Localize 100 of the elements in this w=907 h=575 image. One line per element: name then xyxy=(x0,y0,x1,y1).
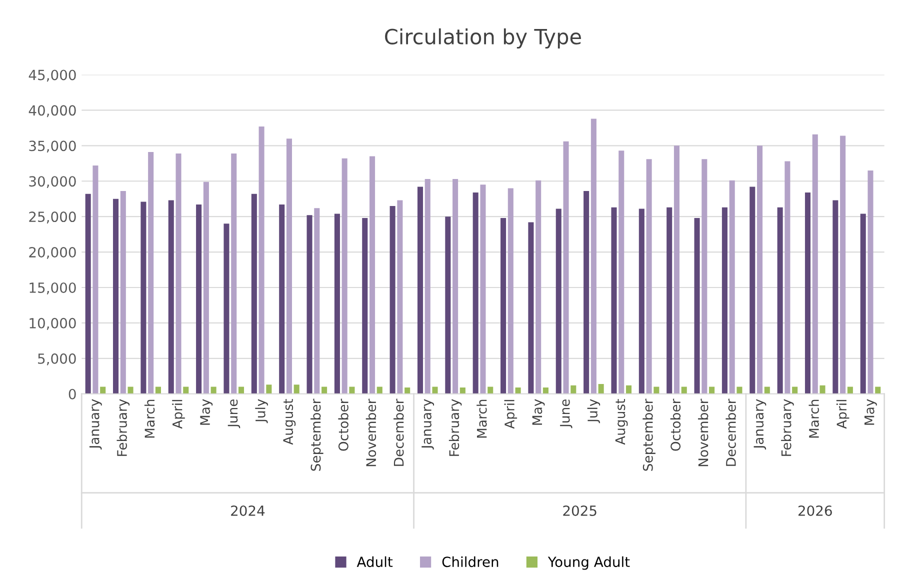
bar xyxy=(542,387,548,394)
x-tick-label: November xyxy=(366,398,376,466)
bar xyxy=(508,188,514,394)
bar xyxy=(120,191,126,394)
bar xyxy=(515,387,521,394)
bar xyxy=(832,200,838,394)
bar xyxy=(417,186,424,394)
bar xyxy=(868,170,874,394)
bar xyxy=(85,194,91,394)
bar xyxy=(279,204,285,394)
bar xyxy=(168,200,174,394)
bar xyxy=(286,138,292,394)
bar xyxy=(702,159,708,394)
bar xyxy=(764,386,770,394)
bar xyxy=(722,207,728,394)
bar xyxy=(536,180,542,394)
bar xyxy=(251,194,257,394)
bar xyxy=(480,184,486,394)
bar xyxy=(306,215,312,394)
bar xyxy=(349,386,355,394)
bar xyxy=(681,386,687,394)
text: 2026 xyxy=(798,505,832,516)
legend-label: Adult xyxy=(356,556,393,568)
bar xyxy=(570,385,576,394)
bar xyxy=(100,386,106,394)
x-tick-label: March xyxy=(144,400,155,438)
bar xyxy=(128,386,134,394)
x-tick-label: April xyxy=(836,400,850,429)
text: 2025 xyxy=(563,505,596,516)
bar xyxy=(618,150,624,394)
bar xyxy=(666,207,672,394)
bar xyxy=(266,384,272,394)
bar xyxy=(556,208,562,394)
x-tick-label: July xyxy=(255,399,268,424)
bar xyxy=(445,216,451,394)
bar xyxy=(626,385,632,394)
bar xyxy=(500,218,506,394)
bar xyxy=(224,224,230,394)
bar xyxy=(92,166,98,394)
bar xyxy=(424,178,430,394)
bar xyxy=(590,118,596,394)
bar xyxy=(231,153,237,394)
bar xyxy=(140,202,146,394)
x-tick-label: May xyxy=(200,399,213,425)
x-tick-label: December xyxy=(394,398,404,466)
bar xyxy=(238,386,244,394)
text: 2024 xyxy=(231,505,265,516)
bar xyxy=(784,161,790,394)
bar xyxy=(611,207,617,394)
x-tick-label: August xyxy=(283,399,296,445)
legend-label: Children xyxy=(442,556,498,568)
legend-label: Young Adult xyxy=(548,556,630,570)
bar xyxy=(397,200,403,394)
y-tick-label: 5,000 xyxy=(38,353,76,366)
y-tick-label: 40,000 xyxy=(28,105,76,118)
x-tick-label: January xyxy=(89,399,102,450)
bar xyxy=(792,386,798,394)
chart-title: Circulation by Type xyxy=(385,28,581,49)
x-tick-label: September xyxy=(310,398,324,471)
bar xyxy=(148,152,154,394)
bar xyxy=(113,198,119,394)
bar xyxy=(638,208,644,394)
y-tick-label: 0 xyxy=(68,388,76,400)
bar xyxy=(584,191,590,394)
y-tick-label: 15,000 xyxy=(30,282,76,294)
x-tick-label: February xyxy=(781,399,794,456)
x-tick-label: March xyxy=(808,400,819,438)
x-tick-label: October xyxy=(670,398,681,451)
bar xyxy=(840,136,846,394)
y-tick-label: 45,000 xyxy=(28,70,76,82)
x-tick-label: May xyxy=(532,399,545,425)
bar xyxy=(390,206,396,394)
bar xyxy=(709,386,715,394)
bar xyxy=(196,204,202,394)
x-tick-label: November xyxy=(698,398,708,466)
bar xyxy=(694,218,700,394)
bar xyxy=(488,386,494,394)
bar xyxy=(804,192,811,394)
y-tick-label: 25,000 xyxy=(29,212,76,224)
x-tick-label: September xyxy=(642,398,656,471)
x-tick-label: July xyxy=(587,399,600,424)
x-tick-label: January xyxy=(422,399,434,450)
bar xyxy=(183,386,189,394)
bar xyxy=(563,141,569,394)
bar xyxy=(258,126,264,394)
bar xyxy=(820,385,826,394)
y-tick-label: 10,000 xyxy=(30,318,76,330)
x-tick-label: June xyxy=(560,399,572,428)
bar xyxy=(847,386,853,394)
bar xyxy=(750,186,756,394)
x-tick-label: October xyxy=(338,398,348,451)
bar xyxy=(369,156,376,394)
bar xyxy=(210,386,216,394)
x-tick-label: December xyxy=(726,398,736,466)
bar xyxy=(155,386,161,394)
bar xyxy=(646,159,652,394)
bar xyxy=(376,386,382,394)
bar xyxy=(334,214,340,394)
x-tick-label: March xyxy=(476,400,487,438)
bar xyxy=(674,146,680,394)
